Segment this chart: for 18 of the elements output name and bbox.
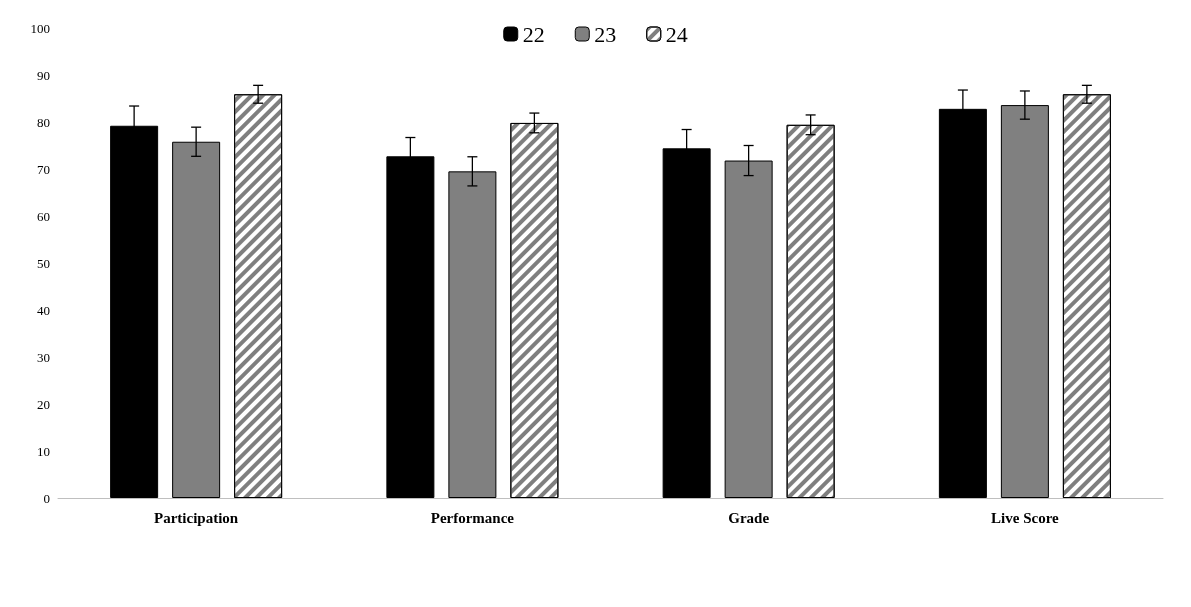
x-tick-label: Performance bbox=[430, 509, 515, 526]
x-tick-label: Live Score bbox=[991, 509, 1060, 526]
y-tick-label: 30 bbox=[37, 349, 50, 365]
legend-label: 23 bbox=[594, 21, 617, 47]
legend-label: 22 bbox=[522, 21, 545, 47]
y-tick-label: 100 bbox=[30, 20, 50, 36]
x-tick-label: Participation bbox=[154, 509, 239, 526]
y-tick-label: 40 bbox=[37, 302, 50, 318]
x-tick-label: Grade bbox=[728, 509, 770, 526]
legend-label: 24 bbox=[665, 21, 688, 47]
y-tick-label: 10 bbox=[37, 443, 50, 459]
y-tick-label: 0 bbox=[43, 490, 50, 506]
y-tick-label: 20 bbox=[37, 396, 50, 412]
y-tick-label: 90 bbox=[37, 67, 50, 83]
y-tick-label: 60 bbox=[37, 208, 50, 224]
y-tick-label: 80 bbox=[37, 114, 50, 130]
y-tick-label: 70 bbox=[37, 161, 50, 177]
y-tick-label: 50 bbox=[37, 255, 50, 271]
